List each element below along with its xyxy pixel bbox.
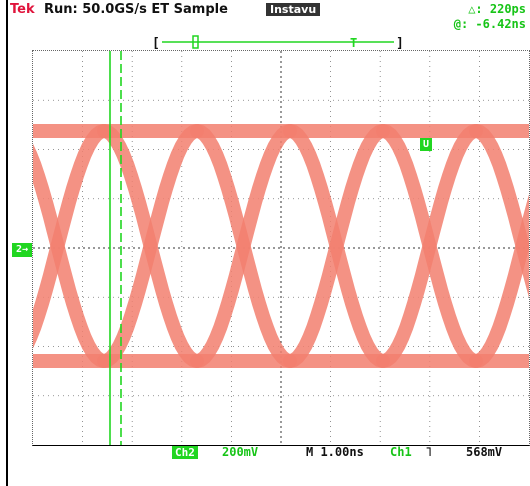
eye-diagram — [33, 51, 529, 445]
eye-traces — [33, 124, 529, 368]
trigger-position-marker: T — [350, 36, 357, 50]
trigger-level-marker[interactable]: U — [420, 138, 432, 151]
vertical-scale: 200mV — [222, 445, 259, 459]
run-status: Run: 50.0GS/s ET Sample — [44, 2, 228, 17]
channel-ground-marker[interactable]: 2→ — [12, 243, 32, 257]
cursor-delta-readout: △: 220ps — [468, 2, 526, 16]
eye-transition-falling — [469, 124, 529, 298]
record-bar-right-bracket: ] — [396, 36, 404, 50]
eye-transition-falling — [190, 124, 297, 368]
trigger-source: Ch1 — [390, 445, 412, 459]
cursor-position-readout: @: -6.42ns — [453, 17, 526, 31]
eye-transition-falling — [33, 143, 111, 368]
acquisition-mode-badge: Instavu — [266, 3, 321, 16]
record-bar-left-bracket: [ — [152, 36, 160, 50]
record-window-marker — [192, 35, 199, 49]
trigger-level: 568mV — [466, 445, 503, 459]
eye-transition-falling — [376, 124, 483, 368]
channel-badge: Ch2 — [172, 446, 198, 459]
time-base: M 1.00ns — [306, 445, 364, 459]
eye-transition-falling — [283, 124, 390, 368]
trigger-slope-icon: ˥ — [425, 445, 433, 459]
eye-transition-falling — [97, 124, 204, 368]
frame-edge — [6, 0, 8, 486]
waveform-graticule — [32, 50, 530, 446]
record-position-bar: [ ] T — [152, 35, 404, 50]
eye-transition-rising — [33, 124, 111, 349]
brand-label: Tek — [10, 2, 35, 17]
